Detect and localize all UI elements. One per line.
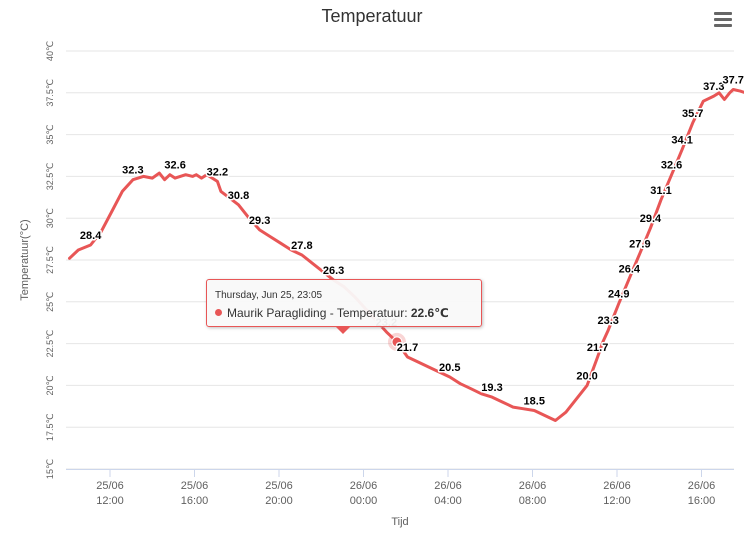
x-tick-time: 04:00 xyxy=(434,495,462,507)
x-tick-date: 25/06 xyxy=(265,480,293,492)
data-label: 20.0 xyxy=(576,370,597,382)
data-label: 27.8 xyxy=(291,240,312,252)
data-label: 30.8 xyxy=(228,190,249,202)
y-tick-label: 37.5℃ xyxy=(45,79,55,107)
x-axis-title: Tijd xyxy=(391,516,408,528)
data-label: 32.2 xyxy=(207,166,228,178)
y-tick-label: 32.5℃ xyxy=(45,163,55,191)
data-label: 35.7 xyxy=(682,108,703,120)
data-label: 26.4 xyxy=(619,263,641,275)
x-tick-date: 26/06 xyxy=(350,480,378,492)
x-tick-date: 25/06 xyxy=(96,480,124,492)
data-label: 34.1 xyxy=(671,135,692,147)
data-label: 21.7 xyxy=(397,342,418,354)
tooltip-date: Thursday, Jun 25, 23:05 xyxy=(215,290,323,301)
data-label: 21.7 xyxy=(587,342,608,354)
x-tick-date: 26/06 xyxy=(434,480,462,492)
x-tick-time: 12:00 xyxy=(603,495,631,507)
y-tick-label: 20℃ xyxy=(45,375,55,395)
chart-title: Temperatuur xyxy=(321,6,423,26)
tooltip-series-label: Maurik Paragliding - Temperatuur: xyxy=(227,306,411,320)
series-line xyxy=(68,88,744,422)
tooltip-row: Maurik Paragliding - Temperatuur: 22.6℃ xyxy=(215,306,473,320)
data-label: 31.1 xyxy=(650,185,671,197)
data-label: 19.3 xyxy=(481,382,502,394)
x-tick-time: 12:00 xyxy=(96,495,124,507)
data-label: 20.5 xyxy=(439,362,460,374)
tooltip-series-dot xyxy=(215,309,222,316)
x-tick-date: 26/06 xyxy=(688,480,716,492)
y-tick-label: 22.5℃ xyxy=(45,330,55,358)
data-label: 32.6 xyxy=(164,160,185,172)
y-tick-label: 40℃ xyxy=(45,41,55,61)
data-label: 29.4 xyxy=(640,213,662,225)
data-label: 24.9 xyxy=(608,288,629,300)
data-label: 23.3 xyxy=(597,315,618,327)
data-label: 37.3 xyxy=(703,81,724,93)
data-label: 29.3 xyxy=(249,215,270,227)
data-label: 27.9 xyxy=(629,238,650,250)
y-tick-label: 35℃ xyxy=(45,125,55,145)
x-tick-date: 25/06 xyxy=(181,480,209,492)
data-label: 32.3 xyxy=(122,165,143,177)
x-tick-time: 16:00 xyxy=(688,495,716,507)
x-tick-time: 16:00 xyxy=(181,495,209,507)
hamburger-menu-icon[interactable] xyxy=(714,12,732,28)
x-tick-date: 26/06 xyxy=(519,480,547,492)
data-label: 26.3 xyxy=(323,265,344,277)
data-label: 32.6 xyxy=(661,160,682,172)
y-tick-label: 25℃ xyxy=(45,292,55,312)
data-label: 18.5 xyxy=(524,395,545,407)
chart-tooltip: Thursday, Jun 25, 23:05 Maurik Paraglidi… xyxy=(206,279,482,334)
y-tick-label: 17.5℃ xyxy=(45,413,55,441)
tooltip-value: 22.6℃ xyxy=(410,306,449,320)
y-tick-label: 27.5℃ xyxy=(45,246,55,274)
y-axis-title: Temperatuur(°C) xyxy=(19,219,31,300)
x-tick-time: 00:00 xyxy=(350,495,378,507)
y-tick-label: 30℃ xyxy=(45,208,55,228)
x-tick-time: 20:00 xyxy=(265,495,293,507)
x-tick-date: 26/06 xyxy=(603,480,631,492)
x-tick-time: 08:00 xyxy=(519,495,547,507)
hover-marker xyxy=(391,336,403,348)
data-label: 28.4 xyxy=(80,230,102,242)
y-tick-label: 15℃ xyxy=(45,459,55,479)
data-label: 37.7 xyxy=(722,74,743,86)
